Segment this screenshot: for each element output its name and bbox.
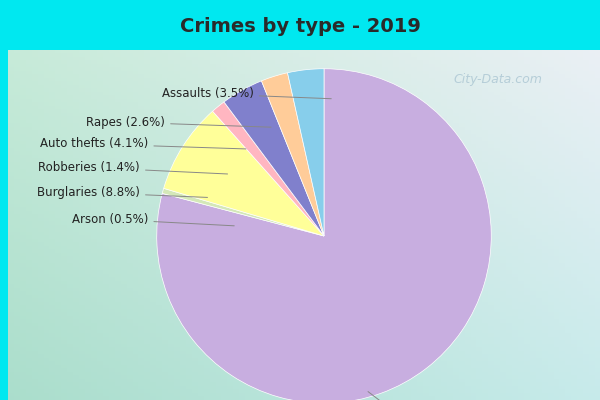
Text: Rapes (2.6%): Rapes (2.6%) [86, 116, 271, 129]
Text: Arson (0.5%): Arson (0.5%) [72, 213, 234, 226]
Wedge shape [157, 69, 491, 400]
Wedge shape [262, 73, 324, 236]
Text: Crimes by type - 2019: Crimes by type - 2019 [179, 16, 421, 36]
Wedge shape [287, 69, 324, 236]
Wedge shape [224, 81, 324, 236]
Text: City-Data.com: City-Data.com [454, 74, 542, 86]
Text: Robberies (1.4%): Robberies (1.4%) [38, 161, 227, 174]
Text: Burglaries (8.8%): Burglaries (8.8%) [37, 186, 208, 199]
Text: Thefts (79.1%): Thefts (79.1%) [350, 392, 438, 400]
Wedge shape [212, 102, 324, 236]
Text: Auto thefts (4.1%): Auto thefts (4.1%) [40, 138, 246, 150]
Wedge shape [164, 111, 324, 236]
Text: Assaults (3.5%): Assaults (3.5%) [162, 87, 331, 100]
Wedge shape [162, 188, 324, 236]
